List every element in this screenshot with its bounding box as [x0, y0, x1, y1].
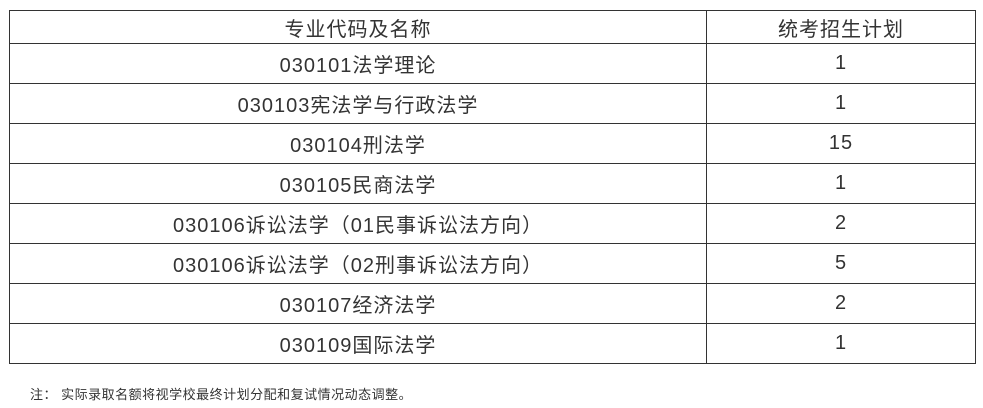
- major-cell: 030105民商法学: [9, 163, 707, 204]
- major-cell: 030107经济法学: [9, 283, 707, 324]
- table-row: 030103宪法学与行政法学 1: [9, 83, 976, 124]
- table-row: 030106诉讼法学（02刑事诉讼法方向） 5: [9, 243, 976, 284]
- plan-cell: 15: [706, 123, 976, 164]
- plan-cell: 2: [706, 203, 976, 244]
- table-row: 030109国际法学 1: [9, 323, 976, 364]
- major-cell: 030104刑法学: [9, 123, 707, 164]
- table-row: 030107经济法学 2: [9, 283, 976, 324]
- admission-plan-table: 专业代码及名称 统考招生计划 030101法学理论 1 030103宪法学与行政法学…: [9, 10, 976, 364]
- plan-cell: 1: [706, 43, 976, 84]
- major-cell: 030106诉讼法学（01民事诉讼法方向）: [9, 203, 707, 244]
- table-row: 030105民商法学 1: [9, 163, 976, 204]
- table-body: 030101法学理论 1 030103宪法学与行政法学 1 030104刑法学 15 030…: [9, 43, 976, 364]
- table-row: 030104刑法学 15: [9, 123, 976, 164]
- footnote: 注： 实际录取名额将视学校最终计划分配和复试情况动态调整。: [30, 387, 413, 402]
- column-header-plan: 统考招生计划: [706, 10, 976, 44]
- plan-cell: 1: [706, 323, 976, 364]
- table-row: 030106诉讼法学（01民事诉讼法方向） 2: [9, 203, 976, 244]
- major-cell: 030101法学理论: [9, 43, 707, 84]
- major-cell: 030109国际法学: [9, 323, 707, 364]
- column-header-major: 专业代码及名称: [9, 10, 707, 44]
- plan-cell: 5: [706, 243, 976, 284]
- plan-cell: 2: [706, 283, 976, 324]
- plan-cell: 1: [706, 163, 976, 204]
- table-row: 030101法学理论 1: [9, 43, 976, 84]
- table-header: 专业代码及名称 统考招生计划: [9, 10, 976, 44]
- plan-cell: 1: [706, 83, 976, 124]
- major-cell: 030106诉讼法学（02刑事诉讼法方向）: [9, 243, 707, 284]
- major-cell: 030103宪法学与行政法学: [9, 83, 707, 124]
- header-row: 专业代码及名称 统考招生计划: [9, 10, 976, 44]
